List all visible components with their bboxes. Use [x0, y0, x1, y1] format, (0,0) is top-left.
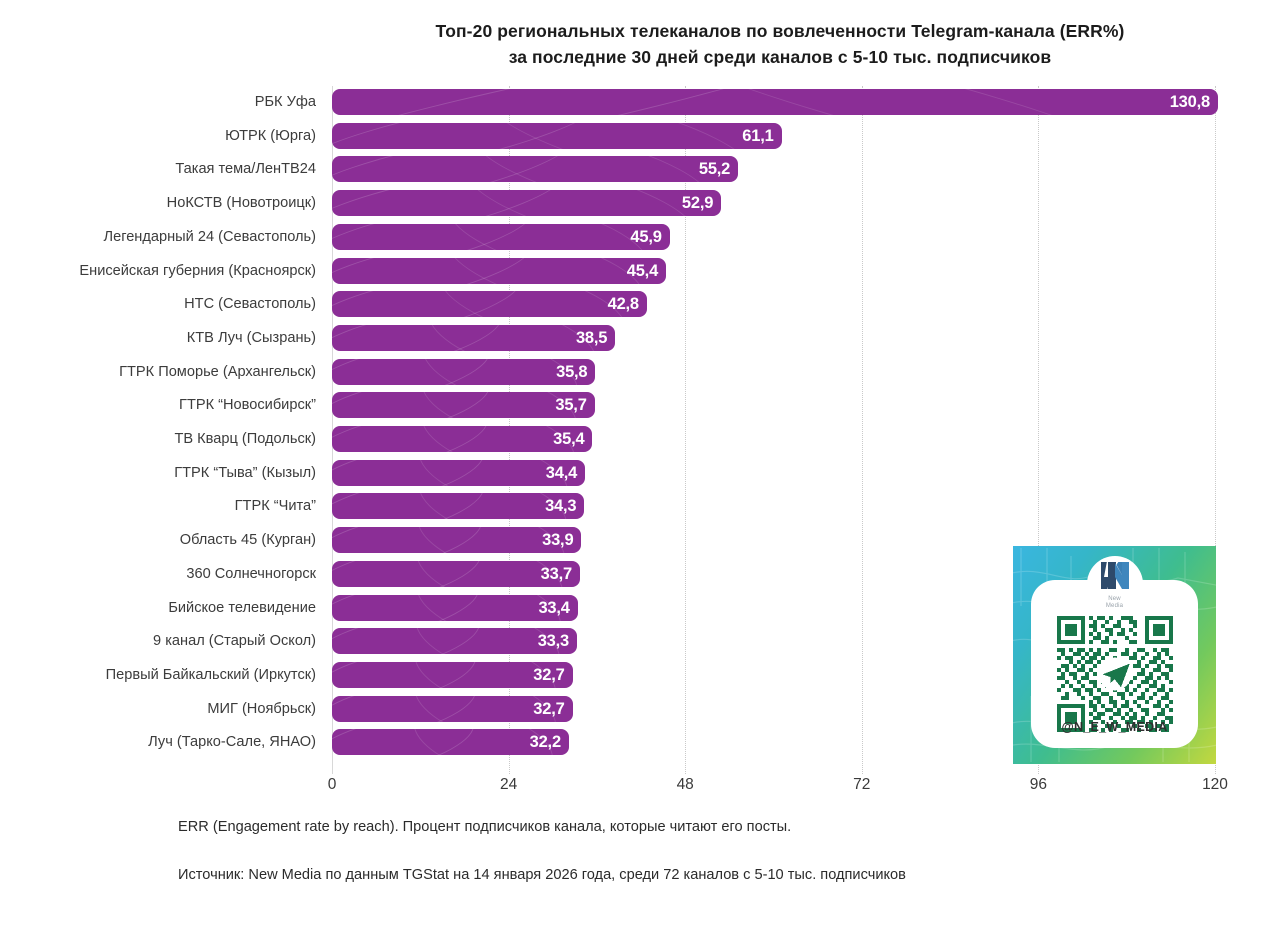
x-axis-tick: 72 [853, 776, 871, 793]
y-axis-label: НоКСТВ (Новотроицк) [166, 195, 316, 212]
bar-row: 45,9 [332, 223, 1215, 250]
qr-code-icon [1056, 616, 1173, 732]
bar[interactable] [332, 527, 582, 554]
gridline-72 [861, 86, 863, 774]
bar[interactable] [332, 392, 595, 419]
bar-row: 34,4 [332, 459, 1215, 486]
x-axis-tick: 120 [1202, 776, 1228, 793]
title-line-2: за последние 30 дней среди каналов с 5-1… [508, 47, 1052, 67]
x-axis-tick: 0 [327, 776, 337, 793]
bar[interactable] [332, 358, 596, 385]
bar[interactable] [332, 493, 585, 520]
gridline-96 [1038, 86, 1040, 774]
bar-row: 35,8 [332, 358, 1215, 385]
x-axis: 0 24 48 72 96 120 [328, 776, 1228, 806]
y-axis-label: Бийское телевидение [168, 599, 316, 616]
bar[interactable] [332, 122, 782, 149]
bar[interactable] [332, 459, 586, 486]
bar-row: 55,2 [332, 156, 1215, 183]
y-axis-label: КТВ Луч (Сызрань) [186, 329, 316, 346]
bar-row: 130,8 [332, 89, 1218, 115]
bar-row: 35,4 [332, 426, 1215, 452]
bar[interactable] [332, 223, 670, 250]
watermark-card: New Media [1031, 556, 1198, 748]
note-source: Источник: New Media по данным TGStat на … [178, 867, 906, 883]
y-axis-label: ГТРК Поморье (Архангельск) [119, 363, 316, 380]
bar[interactable] [332, 695, 573, 722]
y-axis-labels: РБК Уфа ЮТРК (Юрга) Такая тема/ЛенТВ24 НоКС… [0, 86, 316, 776]
y-axis-label: 9 канал (Старый Оскол) [153, 633, 316, 650]
y-axis-label: Область 45 (Курган) [179, 532, 316, 549]
watermark-handle: @N_E_W_MEDIA [1061, 720, 1168, 734]
title-line-1: Топ-20 региональных телеканалов по вовле… [435, 21, 1125, 41]
logo-caption: New Media [1031, 596, 1198, 610]
bar[interactable] [332, 324, 616, 351]
y-axis-label: ТВ Кварц (Подольск) [174, 431, 316, 447]
note-definition: ERR (Engagement rate by reach). Процент … [178, 819, 792, 835]
y-axis-label: ЮТРК (Юрга) [225, 127, 316, 144]
bar-row: 52,9 [332, 190, 1215, 217]
y-axis-label: ГТРК “Тыва” (Кызыл) [174, 464, 316, 481]
gridline-120 [1215, 86, 1216, 774]
bar-row: 42,8 [332, 291, 1215, 318]
y-axis-label: Легендарный 24 (Севастополь) [103, 228, 317, 245]
bar[interactable] [332, 661, 573, 688]
y-axis-label: МИГ (Ноябрьск) [207, 700, 316, 717]
y-axis-label: 360 Солнечногорск [186, 565, 316, 582]
bar[interactable] [332, 257, 667, 284]
gridline-48 [685, 86, 687, 774]
bar-row: 35,7 [332, 392, 1215, 419]
logo-caption-line-1: New [1108, 596, 1121, 602]
watermark-qr-block: New Media [1013, 546, 1216, 764]
bar[interactable] [332, 628, 578, 655]
y-axis-label: Енисейская губерния (Красноярск) [79, 262, 316, 279]
bar-row: 34,3 [332, 493, 1215, 520]
bar[interactable] [332, 594, 578, 621]
bar[interactable] [332, 426, 593, 452]
bar[interactable] [332, 89, 1218, 115]
page-title: Топ-20 региональных телеканалов по вовле… [330, 18, 1230, 70]
x-axis-tick: 24 [499, 776, 518, 793]
y-axis-label: НТС (Севастополь) [184, 296, 316, 313]
bar-row: 61,1 [332, 122, 1215, 149]
y-axis-label: ГТРК “Чита” [234, 498, 316, 515]
logo-caption-line-2: Media [1105, 603, 1124, 609]
y-axis-label: РБК Уфа [254, 94, 316, 110]
bar-row: 38,5 [332, 324, 1215, 351]
bar[interactable] [332, 156, 739, 183]
bar[interactable] [332, 729, 569, 756]
y-axis-label: Луч (Тарко-Сале, ЯНАО) [148, 734, 316, 751]
x-axis-tick: 96 [1029, 776, 1048, 793]
new-media-logo-icon [1100, 561, 1129, 590]
y-axis-label: Такая тема/ЛенТВ24 [175, 161, 316, 178]
bar[interactable] [332, 560, 580, 587]
bar[interactable] [332, 190, 722, 217]
bar-row: 45,4 [332, 257, 1215, 284]
y-axis-label: Первый Байкальский (Иркутск) [105, 666, 316, 683]
y-axis-label: ГТРК “Новосибирск” [179, 397, 316, 414]
bar[interactable] [332, 291, 647, 318]
x-axis-tick: 48 [676, 776, 694, 793]
